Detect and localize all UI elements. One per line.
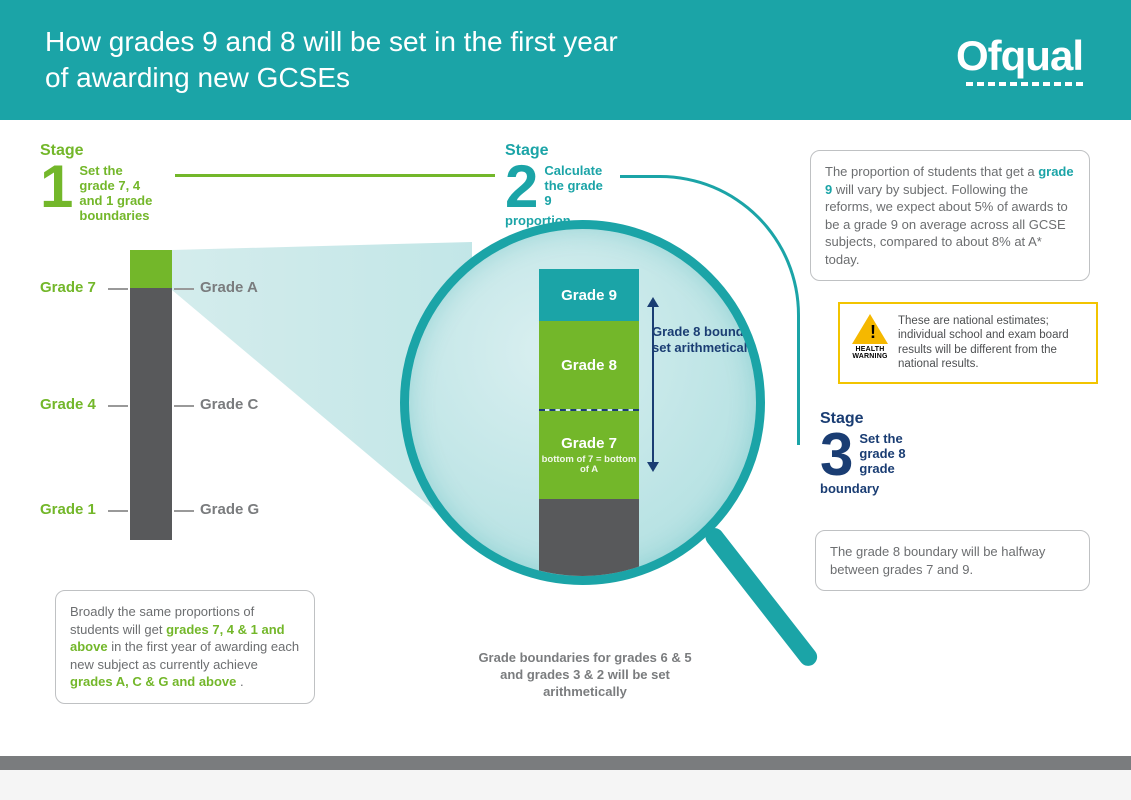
grade-label-left: Grade 4 xyxy=(40,396,96,413)
health-warning-box: ! HEALTHWARNING These are national estim… xyxy=(838,302,1098,384)
stage-3-header: Stage 3 Set the grade 8 grade boundary xyxy=(820,410,910,497)
grade-label-right: Grade A xyxy=(200,279,258,296)
magnifier: Grade 9Grade 8Grade 7bottom of 7 = botto… xyxy=(400,220,785,605)
zoom-segment: Grade 7bottom of 7 = bottom of A xyxy=(539,411,639,499)
footer-stripe xyxy=(0,756,1131,770)
grade-label-left: Grade 1 xyxy=(40,501,96,518)
grade-label-right: Grade C xyxy=(200,396,258,413)
stage-3-number: 3 xyxy=(820,428,853,482)
stage-1-header: Stage 1 Set the grade 7, 4 and 1 grade b… xyxy=(40,142,160,224)
zoom-segment: Grade 8 xyxy=(539,321,639,409)
grade8-annotation: Grade 8 boundary set arithmetically xyxy=(652,324,765,355)
ofqual-logo: Ofqual xyxy=(956,32,1086,88)
stage-1-number: 1 xyxy=(40,160,73,214)
stage-1-infobox: Broadly the same proportions of students… xyxy=(55,590,315,704)
stage-2-infobox: The proportion of students that get a gr… xyxy=(810,150,1090,281)
warning-icon: ! HEALTHWARNING xyxy=(848,314,892,360)
below-magnifier-note: Grade boundaries for grades 6 & 5 and gr… xyxy=(470,650,700,701)
warning-text: These are national estimates; individual… xyxy=(898,315,1069,370)
magnifier-handle xyxy=(702,524,821,669)
stage-2-number: 2 xyxy=(505,160,538,214)
header-banner: How grades 9 and 8 will be set in the fi… xyxy=(0,0,1131,120)
connector-1-2 xyxy=(175,174,495,177)
magnifier-lens: Grade 9Grade 8Grade 7bottom of 7 = botto… xyxy=(400,220,765,585)
zoomed-bar: Grade 9Grade 8Grade 7bottom of 7 = botto… xyxy=(539,269,639,585)
logo-underline xyxy=(956,82,1086,88)
stage-1-bar xyxy=(130,250,172,540)
zoom-segment xyxy=(539,499,639,585)
stage-2-header: Stage 2 Calculate the grade 9 proportion xyxy=(505,142,605,229)
bar1-top-segment xyxy=(130,250,172,288)
zoom-segment: Grade 9 xyxy=(539,269,639,321)
page-title: How grades 9 and 8 will be set in the fi… xyxy=(45,24,645,97)
main-canvas: Stage 1 Set the grade 7, 4 and 1 grade b… xyxy=(0,120,1131,770)
stage-3-infobox: The grade 8 boundary will be halfway bet… xyxy=(815,530,1090,591)
grade-label-left: Grade 7 xyxy=(40,279,96,296)
grade-label-right: Grade G xyxy=(200,501,259,518)
bar1-bottom-segment xyxy=(130,288,172,540)
